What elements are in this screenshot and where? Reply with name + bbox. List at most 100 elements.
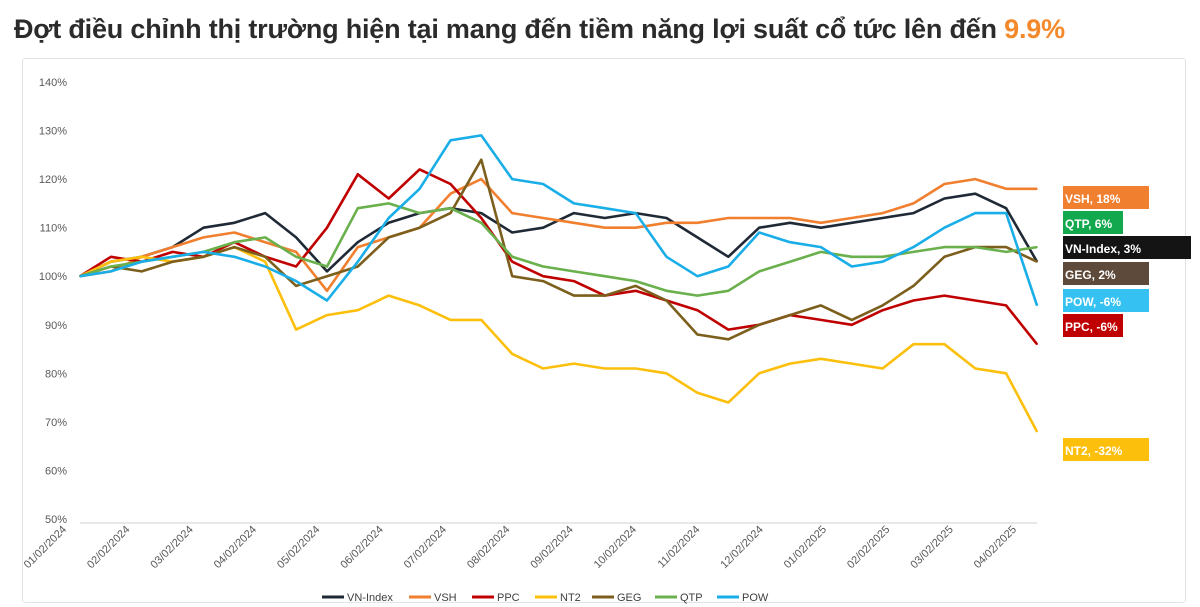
data-point [573,212,575,214]
data-point [697,275,699,277]
data-point [1036,188,1038,190]
data-point [481,217,483,219]
data-point [326,290,328,292]
data-point [697,309,699,311]
data-point [913,285,915,287]
data-point [388,295,390,297]
x-tick-label: 11/02/2024 [656,524,703,571]
data-point [913,246,915,248]
y-axis: 50%60%70%80%90%100%110%120%130%140% [39,77,67,526]
end-label: VN-Index, 3% [1063,236,1191,259]
legend: VN-Index VSH PPC NT2 GEG QTP POW [322,592,769,604]
data-point [944,246,946,248]
data-point [851,266,853,268]
y-tick-label: 110% [40,223,68,235]
data-point [697,222,699,224]
data-point [1036,261,1038,263]
data-point [110,271,112,273]
data-point [295,280,297,282]
data-point [789,217,791,219]
data-point [141,271,143,273]
data-point [944,343,946,345]
series-nt2 [79,246,1038,432]
data-point [511,353,513,355]
data-point [820,227,822,229]
legend-item: QTP [655,592,703,604]
data-point [481,178,483,180]
y-tick-label: 90% [45,320,67,332]
data-point [264,212,266,214]
data-point [727,402,729,404]
data-point [727,290,729,292]
data-point [141,256,143,258]
series-geg [79,159,1038,340]
data-point [450,193,452,195]
data-point [481,222,483,224]
x-tick-label: 03/02/2024 [148,524,195,571]
data-point [820,251,822,253]
data-point [419,227,421,229]
data-point [758,324,760,326]
data-point [666,300,668,302]
data-point [697,295,699,297]
x-tick-label: 04/02/2024 [212,524,259,571]
data-point [974,193,976,195]
data-point [913,203,915,205]
data-point [851,256,853,258]
data-point [295,237,297,239]
data-point [789,363,791,365]
data-point [851,217,853,219]
data-point [1036,343,1038,345]
end-labels: VSH, 18%QTP, 6%VN-Index, 3%GEG, 2%POW, -… [1063,186,1191,461]
data-point [758,232,760,234]
data-point [851,324,853,326]
data-point [388,198,390,200]
data-point [820,358,822,360]
data-point [450,212,452,214]
data-point [326,227,328,229]
data-point [1005,188,1007,190]
data-point [666,290,668,292]
legend-item: POW [717,592,769,604]
end-label-text: GEG, 2% [1065,268,1116,282]
y-tick-label: 50% [45,514,67,526]
data-point [727,329,729,331]
x-tick-label: 07/02/2024 [402,524,449,571]
data-point [1005,246,1007,248]
data-point [913,300,915,302]
data-point [203,251,205,253]
x-axis: 01/02/2024 02/02/2024 03/02/2024 04/02/2024… [22,523,1037,571]
legend-label: VN-Index [347,592,393,604]
data-point [357,266,359,268]
end-label: POW, -6% [1063,289,1149,312]
data-point [264,266,266,268]
data-point [758,271,760,273]
data-point [727,266,729,268]
data-point [974,368,976,370]
data-point [450,319,452,321]
data-point [851,319,853,321]
data-point [820,305,822,307]
data-point [573,222,575,224]
data-point [635,212,637,214]
data-point [542,280,544,282]
x-tick-label: 02/02/2024 [85,524,132,571]
data-point [295,329,297,331]
data-point [419,188,421,190]
data-point [727,256,729,258]
legend-label: NT2 [560,592,581,604]
end-label-text: VN-Index, 3% [1065,242,1141,256]
data-point [450,183,452,185]
series-line [80,247,1037,432]
x-tick-label: 02/02/2025 [845,524,892,571]
legend-item: VN-Index [322,592,393,604]
data-point [604,275,606,277]
x-tick-label: 06/02/2024 [338,524,385,571]
data-point [573,203,575,205]
y-tick-label: 60% [45,465,67,477]
data-point [820,222,822,224]
data-point [234,241,236,243]
data-point [511,212,513,214]
end-label: VSH, 18% [1063,186,1149,209]
x-tick-label: 03/02/2025 [908,524,955,571]
